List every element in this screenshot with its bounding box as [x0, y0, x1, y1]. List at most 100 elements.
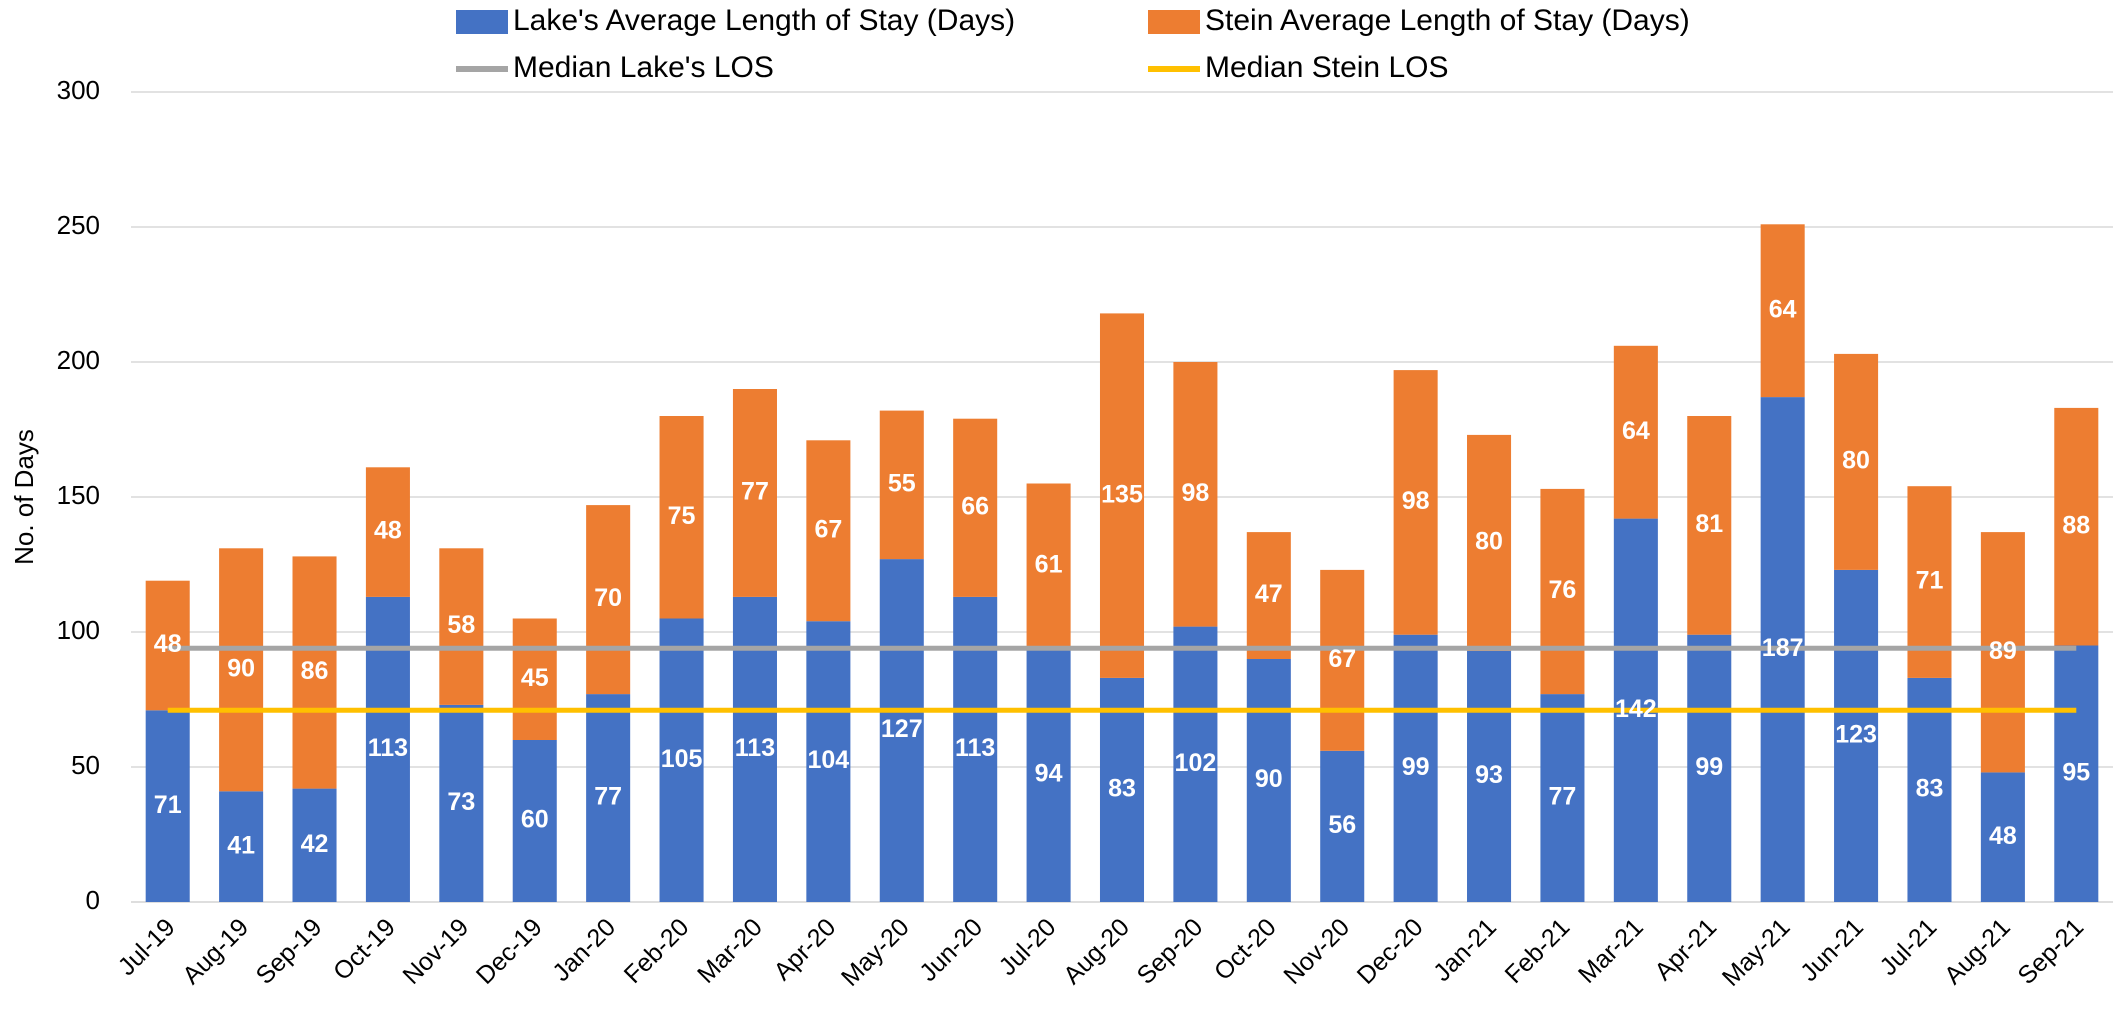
value-label: 127: [881, 715, 923, 743]
bar-segment: [1026, 648, 1071, 902]
bar-segment: [1467, 434, 1512, 651]
value-label: 98: [1402, 487, 1430, 515]
value-label: 56: [1328, 811, 1356, 839]
bar-segment: [1834, 569, 1879, 902]
bar-segment: [1173, 626, 1218, 902]
bar-segment: [1613, 345, 1658, 519]
value-label: 58: [447, 611, 475, 639]
bar-segment: [1246, 532, 1291, 659]
value-label: 75: [668, 502, 696, 530]
value-label: 104: [808, 746, 850, 774]
bar-segment: [1393, 370, 1438, 635]
x-tick-label: Nov-20: [1278, 913, 1355, 990]
x-tick-label: Nov-19: [397, 913, 474, 990]
y-tick-label: 150: [57, 480, 100, 510]
value-label: 77: [741, 478, 769, 506]
bar-segment: [145, 710, 190, 902]
value-label: 41: [227, 831, 255, 859]
bar-segment: [1099, 313, 1145, 678]
value-label: 42: [301, 830, 329, 858]
bar-segment: [1980, 532, 2025, 773]
x-tick-label: Jul-19: [113, 913, 181, 981]
bar-segment: [659, 416, 704, 619]
bar-segment: [1026, 483, 1071, 649]
value-label: 135: [1101, 480, 1143, 508]
legend-swatch: [456, 10, 508, 34]
x-tick-label: Feb-21: [1500, 913, 1576, 989]
value-label: 80: [1475, 528, 1503, 556]
bar-segment: [2054, 407, 2099, 646]
value-label: 105: [661, 745, 703, 773]
legend-label: Lake's Average Length of Stay (Days): [513, 4, 1015, 37]
value-label: 86: [301, 657, 329, 685]
y-tick-label: 200: [57, 345, 100, 375]
value-label: 123: [1835, 721, 1877, 749]
value-label: 88: [2062, 511, 2090, 539]
value-label: 64: [1622, 417, 1650, 445]
x-tick-label: Feb-20: [619, 913, 695, 989]
value-label: 48: [374, 517, 402, 545]
value-label: 47: [1255, 580, 1283, 608]
bar-segment: [2054, 645, 2099, 902]
bar-segment: [1540, 694, 1585, 902]
bar-segment: [292, 788, 337, 902]
legend-label: Median Stein LOS: [1205, 51, 1448, 84]
x-tick-label: Jan-21: [1428, 913, 1502, 987]
bar-segment: [145, 580, 190, 711]
y-tick-label: 250: [57, 210, 100, 240]
value-label: 80: [1842, 447, 1870, 475]
value-label: 48: [1989, 822, 2017, 850]
bar-segment: [219, 548, 264, 792]
value-label: 98: [1182, 479, 1210, 507]
bar-segment: [1246, 659, 1291, 902]
value-label: 67: [814, 515, 842, 543]
x-tick-label: Sep-21: [2012, 913, 2089, 990]
value-label: 83: [1916, 775, 1944, 803]
bar-segment: [1320, 569, 1365, 751]
value-label: 90: [227, 654, 255, 682]
value-label: 99: [1402, 753, 1430, 781]
y-tick-label: 50: [71, 750, 100, 780]
value-label: 60: [521, 806, 549, 834]
value-label: 187: [1762, 634, 1804, 662]
y-tick-label: 100: [57, 615, 100, 645]
x-tick-label: Jul-20: [994, 913, 1062, 981]
bar-segment: [732, 389, 777, 597]
x-tick-label: Apr-20: [768, 913, 841, 986]
value-label: 66: [961, 492, 989, 520]
bar-segment: [1320, 750, 1365, 902]
x-tick-label: Apr-21: [1649, 913, 1722, 986]
bar-segment: [1980, 772, 2025, 902]
bar-segment: [1834, 353, 1879, 570]
value-label: 48: [154, 630, 182, 658]
y-tick-label: 0: [86, 885, 100, 915]
bar-segment: [1760, 224, 1805, 398]
x-tick-label: Sep-20: [1132, 913, 1209, 990]
value-label: 76: [1549, 576, 1577, 604]
value-label: 77: [1549, 783, 1577, 811]
bar-segment: [1907, 677, 1952, 902]
legend-label: Median Lake's LOS: [513, 51, 774, 84]
value-label: 83: [1108, 775, 1136, 803]
legend-label: Stein Average Length of Stay (Days): [1205, 4, 1690, 37]
bar-segment: [1393, 634, 1438, 902]
value-label: 70: [594, 584, 622, 612]
bar-segment: [879, 559, 924, 902]
bar-segment: [586, 505, 631, 695]
bar-segment: [1173, 362, 1218, 627]
x-tick-label: May-21: [1717, 913, 1796, 992]
y-axis-label: No. of Days: [9, 429, 39, 565]
x-tick-label: Jun-21: [1795, 913, 1869, 987]
bar-segment: [953, 418, 998, 597]
value-label: 61: [1035, 550, 1063, 578]
value-label: 93: [1475, 761, 1503, 789]
value-label: 71: [1916, 567, 1944, 595]
value-label: 113: [955, 734, 995, 762]
bar-segment: [512, 618, 557, 740]
value-label: 67: [1328, 645, 1356, 673]
value-label: 102: [1175, 749, 1217, 777]
x-tick-label: Dec-20: [1352, 913, 1429, 990]
x-tick-label: Aug-20: [1058, 913, 1135, 990]
x-tick-label: Mar-20: [692, 913, 768, 989]
x-tick-label: Aug-19: [177, 913, 254, 990]
